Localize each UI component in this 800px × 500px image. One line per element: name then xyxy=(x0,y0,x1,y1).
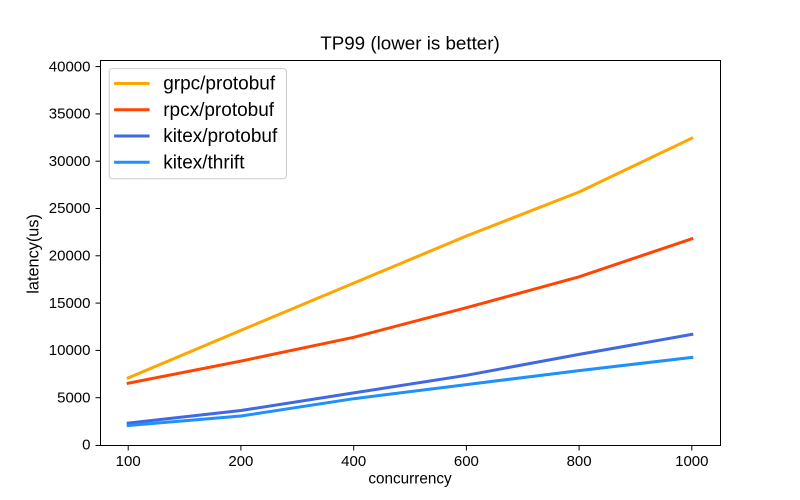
svg-text:100: 100 xyxy=(116,453,141,470)
svg-text:800: 800 xyxy=(567,453,592,470)
svg-text:400: 400 xyxy=(341,453,366,470)
svg-text:1000: 1000 xyxy=(675,453,708,470)
svg-text:latency(us): latency(us) xyxy=(24,214,42,294)
svg-text:5000: 5000 xyxy=(57,389,90,406)
svg-text:200: 200 xyxy=(228,453,253,470)
svg-text:15000: 15000 xyxy=(49,295,91,312)
svg-text:grpc/protobuf: grpc/protobuf xyxy=(163,74,276,95)
svg-text:25000: 25000 xyxy=(49,200,91,217)
svg-text:concurrency: concurrency xyxy=(368,470,452,487)
svg-text:10000: 10000 xyxy=(49,342,91,359)
svg-text:600: 600 xyxy=(454,453,479,470)
svg-text:kitex/thrift: kitex/thrift xyxy=(163,152,245,173)
svg-text:0: 0 xyxy=(82,437,90,454)
svg-text:kitex/protobuf: kitex/protobuf xyxy=(163,126,278,147)
svg-text:35000: 35000 xyxy=(49,106,91,123)
svg-text:rpcx/protobuf: rpcx/protobuf xyxy=(163,100,275,121)
svg-text:20000: 20000 xyxy=(49,248,91,265)
svg-text:TP99 (lower is better): TP99 (lower is better) xyxy=(320,32,500,53)
svg-text:40000: 40000 xyxy=(49,58,91,75)
svg-text:30000: 30000 xyxy=(49,153,91,170)
